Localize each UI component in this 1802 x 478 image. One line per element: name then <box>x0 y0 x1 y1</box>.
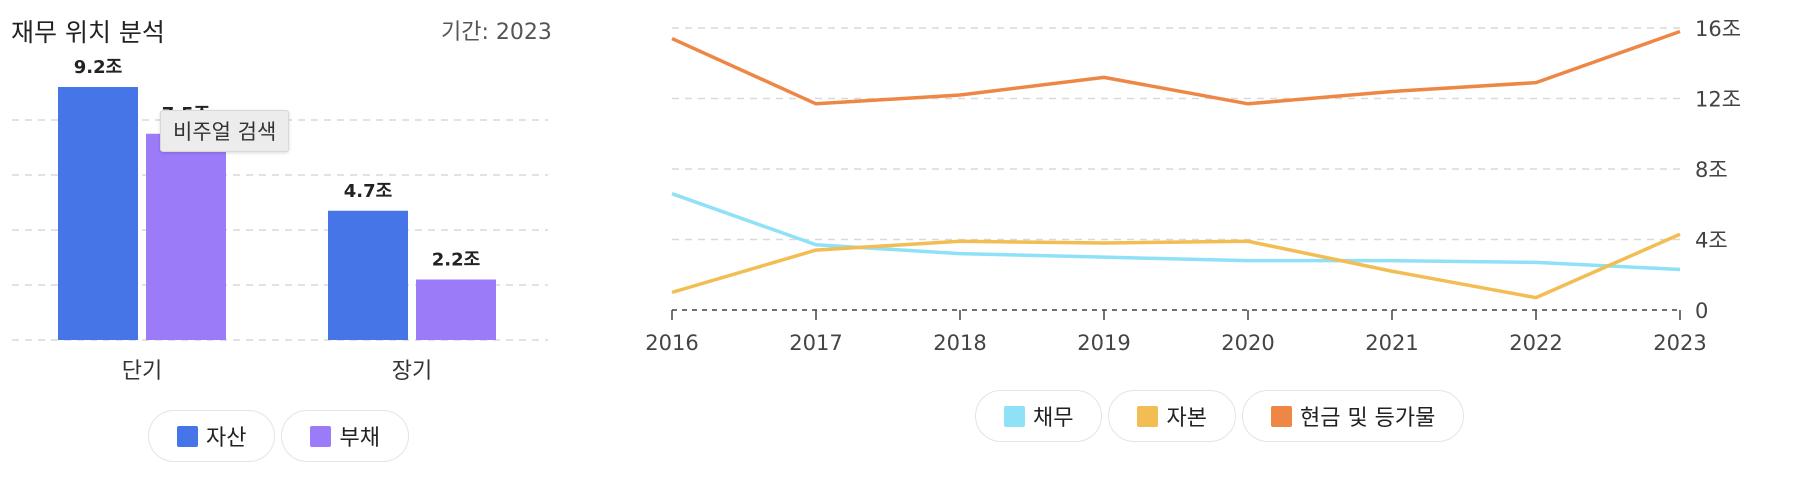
bar-category-label: 장기 <box>392 359 432 384</box>
page-title: 재무 위치 분석 <box>11 18 165 47</box>
debt-swatch-icon <box>1004 405 1025 427</box>
line-xtick-label: 2023 <box>1653 331 1706 355</box>
legend-item-asset[interactable]: 자산 <box>148 410 276 462</box>
bar-1-1 <box>416 279 496 340</box>
line-xtick-label: 2020 <box>1221 331 1274 355</box>
line-xtick-label: 2016 <box>645 331 698 355</box>
line-ytick-label: 4조 <box>1695 229 1728 253</box>
line-xtick-label: 2021 <box>1365 331 1418 355</box>
liability-swatch-icon <box>310 425 332 447</box>
line-xtick-label: 2017 <box>789 331 842 355</box>
legend-label-asset: 자산 <box>206 426 247 451</box>
equity-swatch-icon <box>1137 405 1159 427</box>
line-ytick-label: 12조 <box>1695 88 1741 112</box>
period-label: 기간: 2023 <box>441 20 552 45</box>
line-xtick-label: 2022 <box>1509 331 1562 355</box>
legend-label-liability: 부채 <box>339 426 380 451</box>
bar-0-0 <box>58 87 138 340</box>
asset-swatch-icon <box>177 425 198 447</box>
legend-item-debt[interactable]: 채무 <box>975 390 1103 442</box>
legend-label-cash: 현금 및 등가물 <box>1299 406 1436 431</box>
line-ytick-label: 0 <box>1695 299 1708 323</box>
line-ytick-label: 16조 <box>1695 17 1741 41</box>
legend-item-cash[interactable]: 현금 및 등가물 <box>1241 390 1465 442</box>
line-xtick-label: 2018 <box>933 331 986 355</box>
bar-1-0 <box>328 210 408 340</box>
legend-item-equity[interactable]: 자본 <box>1108 390 1236 442</box>
bar-value-label: 9.2조 <box>74 57 122 78</box>
cash-swatch-icon <box>1270 405 1292 427</box>
bar-category-label: 단기 <box>122 359 162 384</box>
line-series-1 <box>671 232 1681 300</box>
bar-0-1 <box>146 133 226 340</box>
visual-search-tooltip[interactable]: 비주얼 검색 <box>160 110 290 152</box>
legend-item-liability[interactable]: 부채 <box>281 410 409 462</box>
line-ytick-label: 8조 <box>1695 158 1728 182</box>
line-xtick-label: 2019 <box>1077 331 1130 355</box>
legend-label-equity: 자본 <box>1166 406 1207 431</box>
bar-chart-legend: 자산 부채 <box>148 410 409 462</box>
bar-value-label: 4.7조 <box>344 181 392 202</box>
legend-label-debt: 채무 <box>1033 406 1074 431</box>
line-series-2 <box>671 29 1681 106</box>
bar-value-label: 2.2조 <box>432 250 480 271</box>
line-chart-legend: 채무 자본 현금 및 등가물 <box>975 390 1465 442</box>
line-series-0 <box>671 192 1681 272</box>
